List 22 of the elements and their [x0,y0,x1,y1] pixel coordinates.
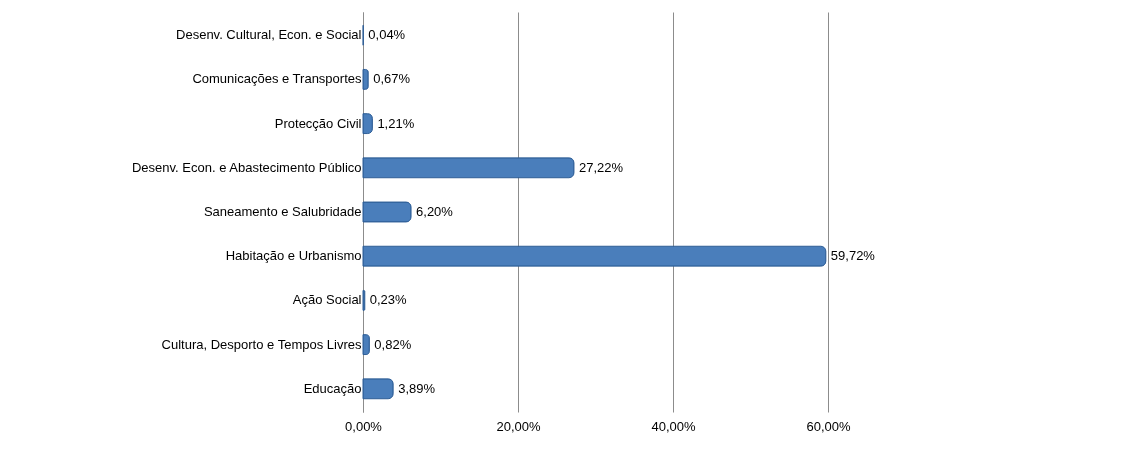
y-tick-label: Ação Social [292,292,362,308]
data-label: 0,67% [373,71,411,87]
data-label: 0,23% [369,292,408,308]
y-tick-label: Desenv. Cultural, Econ. e Social [176,27,362,43]
y-tick-label: Comunicações e Transportes [192,71,362,87]
x-tick-label: 0,00% [345,418,383,434]
data-label: 59,72% [830,248,876,264]
data-label: 3,89% [398,380,436,396]
x-tick-label: 60,00% [806,418,851,434]
data-label: 1,21% [377,115,415,131]
y-tick-label: Habitação e Urbanismo [225,248,362,264]
x-tick-label: 40,00% [651,418,696,434]
x-tick-label: 20,00% [496,418,541,434]
data-label: 27,22% [578,159,624,175]
data-label: 0,82% [374,336,412,352]
data-label: 6,20% [416,204,454,219]
data-label: 0,04% [368,27,406,43]
y-tick-label: Cultura, Desporto e Tempos Livres [161,336,362,352]
y-tick-label: Saneamento e Salubridade [203,204,362,219]
y-tick-label: Protecção Civil [274,115,362,131]
y-tick-label: Desenv. Econ. e Abastecimento Público [131,159,362,175]
y-tick-label: Educação [303,380,362,396]
